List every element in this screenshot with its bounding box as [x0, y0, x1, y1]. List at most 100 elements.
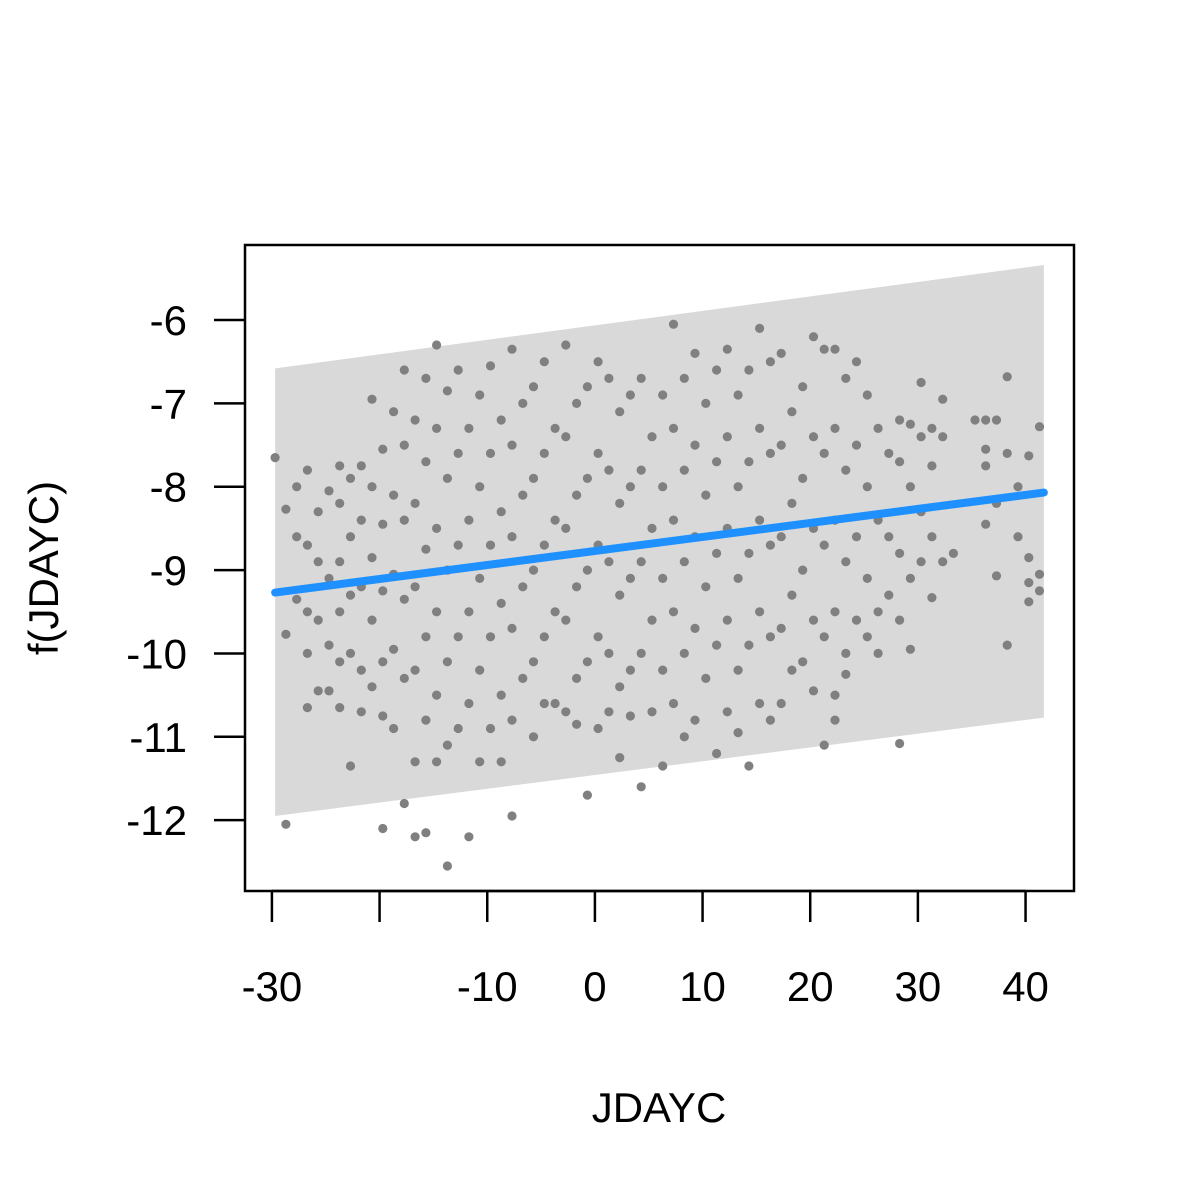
scatter-point [668, 698, 679, 709]
scatter-point [313, 615, 323, 625]
scatter-point [851, 532, 862, 542]
scatter-point [485, 632, 496, 642]
scatter-point [1013, 532, 1023, 542]
scatter-point [873, 607, 883, 617]
scatter-point [1034, 569, 1045, 579]
scatter-point [927, 532, 937, 542]
scatter-point [668, 515, 679, 525]
scatter-point [389, 490, 399, 500]
scatter-point [475, 757, 485, 767]
scatter-point [572, 719, 582, 729]
scatter-point [475, 482, 485, 492]
scatter-point [432, 607, 442, 617]
x-tick-label: 40 [1002, 963, 1049, 1010]
scatter-point [636, 465, 646, 475]
y-tick-label: -9 [150, 547, 187, 594]
scatter-point [345, 648, 356, 659]
scatter-point [528, 732, 539, 742]
scatter-point [658, 665, 668, 675]
scatter-point [1002, 640, 1012, 650]
scatter-point [507, 440, 517, 450]
scatter-point [453, 540, 463, 550]
scatter-point [496, 507, 506, 517]
scatter-point [302, 648, 312, 659]
scatter-point [895, 548, 905, 559]
scatter-point [356, 707, 366, 717]
scatter-point [399, 798, 409, 809]
scatter-point [1024, 451, 1034, 461]
scatter-point [485, 540, 496, 550]
scatter-point [636, 648, 646, 659]
scatter-point [399, 440, 409, 450]
scatter-point [776, 532, 786, 542]
scatter-point [647, 523, 657, 534]
scatter-point [895, 615, 905, 625]
scatter-point [507, 344, 517, 354]
scatter-point [625, 573, 636, 584]
scatter-point [776, 440, 786, 450]
scatter-point [442, 740, 452, 750]
scatter-point [572, 582, 582, 592]
scatter-point [679, 465, 689, 475]
scatter-point [475, 665, 485, 675]
scatter-point [819, 740, 829, 750]
y-tick-label: -6 [150, 297, 187, 344]
scatter-point [647, 432, 657, 442]
scatter-point [830, 715, 840, 725]
scatter-point [690, 348, 700, 358]
scatter-point [561, 615, 571, 625]
scatter-point [905, 419, 916, 429]
scatter-point [884, 532, 894, 542]
scatter-point [389, 723, 399, 734]
scatter-point [981, 519, 991, 529]
scatter-point [916, 377, 926, 388]
scatter-point [679, 557, 689, 567]
scatter-point [518, 398, 528, 408]
scatter-point [464, 698, 474, 709]
scatter-point [819, 540, 829, 550]
scatter-point [518, 582, 528, 592]
scatter-point [432, 690, 442, 700]
scatter-point [604, 373, 614, 383]
scatter-point [539, 448, 549, 458]
scatter-point [733, 665, 743, 675]
scatter-point [604, 707, 614, 717]
scatter-point [582, 565, 593, 575]
scatter-point [722, 707, 732, 717]
scatter-point [895, 738, 905, 749]
scatter-point [744, 548, 754, 559]
scatter-point [432, 757, 442, 767]
scatter-point [658, 573, 668, 584]
scatter-point [432, 340, 442, 350]
scatter-point [550, 607, 560, 617]
scatter-point [916, 557, 926, 567]
scatter-point [658, 761, 668, 771]
scatter-point [1024, 553, 1034, 563]
x-tick-label: 20 [787, 963, 834, 1010]
scatter-point [281, 504, 291, 514]
scatter-point [464, 607, 474, 617]
scatter-point [808, 432, 819, 442]
scatter-point [765, 632, 776, 642]
scatter-point [561, 523, 571, 534]
scatter-point [453, 723, 463, 734]
scatter-point [442, 657, 452, 667]
scatter-point [615, 682, 625, 692]
scatter-point [625, 390, 636, 400]
scatter-point [755, 323, 765, 333]
scatter-point [1034, 422, 1045, 432]
scatter-point [421, 373, 431, 383]
scatter-point [410, 757, 420, 767]
scatter-point [1034, 586, 1045, 596]
scatter-point [464, 832, 474, 842]
scatter-point [733, 728, 743, 738]
scatter-point [421, 715, 431, 725]
scatter-point [432, 523, 442, 534]
scatter-point [884, 590, 894, 600]
x-tick-label: 30 [895, 963, 942, 1010]
y-tick-label: -10 [126, 630, 187, 677]
scatter-points-layer [270, 319, 1045, 871]
scatter-point [862, 573, 872, 584]
scatter-point [281, 819, 291, 829]
